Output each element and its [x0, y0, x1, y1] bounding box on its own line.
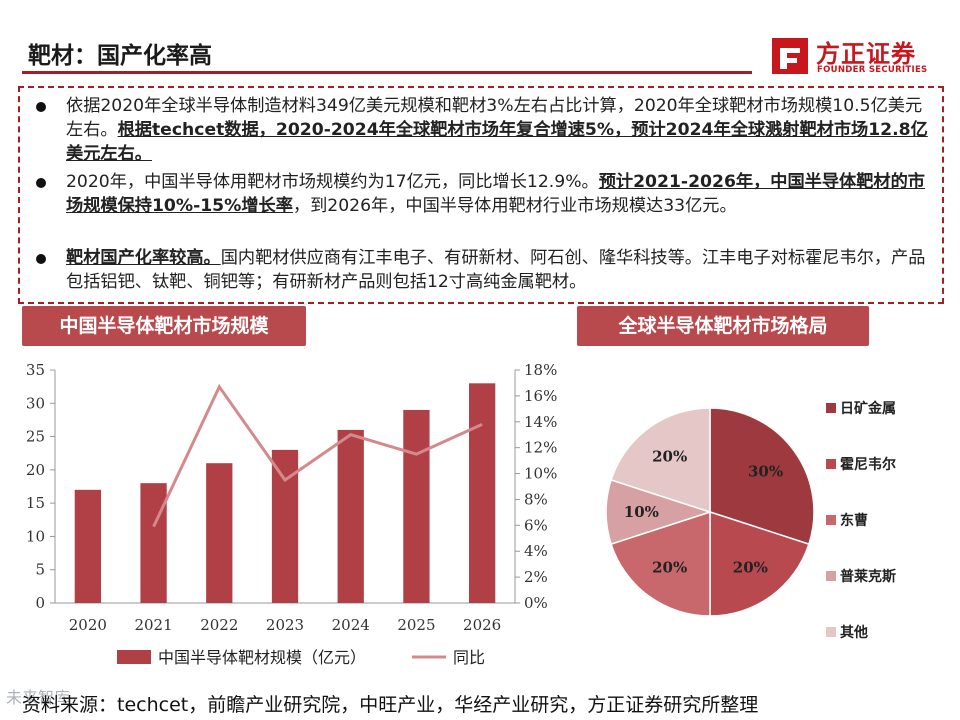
bullet-dot-icon	[36, 178, 46, 188]
legend-label: 普莱克斯	[840, 568, 896, 585]
pie-slice-label: 30%	[748, 463, 783, 481]
y-right-tick-label: 10%	[524, 465, 557, 483]
y-left-tick-label: 5	[35, 561, 45, 579]
page-title: 靶材：国产化率高	[28, 43, 212, 69]
bullet-highlight: 靶材国产化率较高。	[66, 248, 221, 268]
founder-logo-icon	[772, 38, 808, 74]
bar	[337, 429, 364, 603]
legend-bar-swatch	[117, 650, 151, 664]
pie-slice-label: 10%	[624, 503, 659, 521]
x-tick-label: 2024	[332, 616, 370, 634]
source-note: 资料来源：techcet，前瞻产业研究院，中旺产业，华经产业研究，方正证券研究所…	[22, 694, 759, 716]
pie-slice-label: 20%	[652, 559, 687, 577]
bar	[140, 483, 167, 603]
bullet-highlight: 预计2021-2026年，中国半导体靶材的市场规模保持10%-15%增长率	[66, 172, 925, 216]
legend-swatch	[826, 627, 836, 637]
left-panel-title: 中国半导体靶材市场规模	[22, 306, 306, 346]
y-left-tick-label: 0	[35, 594, 45, 612]
pie-slice-label: 20%	[733, 559, 768, 577]
x-tick-label: 2026	[463, 616, 501, 634]
brand-logo: 方正证券 FOUNDER SECURITIES	[770, 32, 940, 80]
y-left-tick-label: 15	[26, 494, 45, 512]
legend-swatch	[826, 459, 836, 469]
logo-chinese-name: 方正证券	[816, 40, 916, 68]
x-tick-label: 2020	[69, 616, 107, 634]
pie-slice	[709, 510, 810, 617]
bullet-item: 依据2020年全球半导体制造材料349亿美元规模和靶材3%左右占比计算，2020…	[30, 94, 934, 166]
y-left-tick-label: 30	[26, 394, 45, 412]
y-right-tick-label: 18%	[524, 361, 557, 379]
y-left-tick-label: 20	[26, 461, 45, 479]
growth-line	[152, 383, 483, 528]
bullet-highlight: 根据techcet数据，2020-2024年全球靶材市场年复合增速5%，预计20…	[66, 120, 928, 164]
summary-box: 依据2020年全球半导体制造材料349亿美元规模和靶材3%左右占比计算，2020…	[18, 86, 944, 304]
bullet-dot-icon	[36, 102, 46, 112]
legend-label: 其他	[840, 624, 868, 641]
logo-english-name: FOUNDER SECURITIES	[817, 65, 928, 75]
y-left-tick-label: 10	[26, 527, 45, 545]
bar	[74, 489, 101, 603]
pie-slice-label: 20%	[652, 447, 687, 465]
x-tick-label: 2023	[266, 616, 304, 634]
pie-slice	[709, 407, 815, 546]
legend-label: 日矿金属	[840, 400, 896, 417]
pie-slice	[610, 407, 711, 514]
bullet-dot-icon	[36, 254, 46, 264]
y-right-tick-label: 0%	[524, 594, 548, 612]
y-right-tick-label: 14%	[524, 413, 557, 431]
bullet-tail: 国内靶材供应商有江丰电子、有研新材、阿石创、隆华科技等。江丰电子对标霍尼韦尔，产…	[66, 248, 926, 292]
y-left-tick-label: 25	[26, 428, 45, 446]
right-panel-title: 全球半导体靶材市场格局	[577, 306, 869, 346]
legend-bar-label: 中国半导体靶材规模（亿元）	[158, 648, 366, 667]
bar	[403, 409, 430, 603]
title-divider	[22, 71, 752, 74]
x-tick-label: 2022	[200, 616, 238, 634]
bullet-item: 2020年，中国半导体用靶材市场规模约为17亿元，同比增长12.9%。预计202…	[30, 170, 934, 218]
y-right-tick-label: 8%	[524, 490, 548, 508]
legend-swatch	[826, 403, 836, 413]
y-right-tick-label: 6%	[524, 516, 548, 534]
bullet-tail: ，到2026年，中国半导体用靶材行业市场规模达33亿元。	[292, 196, 737, 216]
bullet-item: 靶材国产化率较高。国内靶材供应商有江丰电子、有研新材、阿石创、隆华科技等。江丰电…	[30, 246, 934, 294]
legend-label: 东曹	[840, 512, 868, 529]
legend-swatch	[826, 515, 836, 525]
bar	[469, 383, 496, 603]
x-tick-label: 2025	[397, 616, 435, 634]
x-tick-label: 2021	[134, 616, 172, 634]
market-size-chart: 051015202530350%2%4%6%8%10%12%14%16%18%2…	[26, 361, 557, 667]
legend-label: 霍尼韦尔	[840, 456, 896, 473]
legend-swatch	[826, 571, 836, 581]
y-right-tick-label: 2%	[524, 568, 548, 586]
watermark: 未来智库	[6, 688, 71, 707]
y-right-tick-label: 4%	[524, 542, 548, 560]
legend-line-label: 同比	[453, 648, 485, 667]
y-right-tick-label: 12%	[524, 439, 557, 457]
pie-slice	[610, 510, 711, 617]
bullet-text: 依据2020年全球半导体制造材料349亿美元规模和靶材3%左右占比计算，2020…	[66, 96, 923, 140]
bar	[206, 463, 233, 603]
y-left-tick-label: 35	[26, 361, 45, 379]
bullet-text: 2020年，中国半导体用靶材市场规模约为17亿元，同比增长12.9%。	[66, 172, 599, 192]
y-right-tick-label: 16%	[524, 387, 557, 405]
